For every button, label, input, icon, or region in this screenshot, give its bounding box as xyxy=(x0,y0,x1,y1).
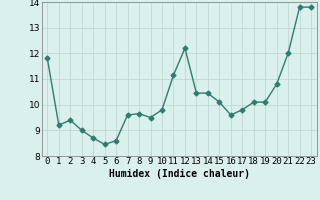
X-axis label: Humidex (Indice chaleur): Humidex (Indice chaleur) xyxy=(109,169,250,179)
